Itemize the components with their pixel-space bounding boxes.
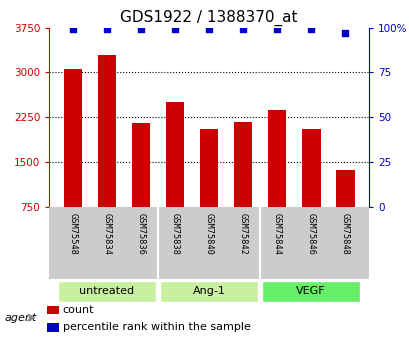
Bar — [165, 102, 184, 207]
Point — [137, 27, 144, 32]
Point — [341, 30, 348, 36]
Text: GSM75842: GSM75842 — [238, 213, 247, 255]
Bar — [47, 323, 58, 332]
Point — [103, 27, 110, 32]
Text: agent: agent — [4, 313, 36, 323]
Bar — [63, 69, 82, 207]
Text: GSM75834: GSM75834 — [102, 213, 111, 255]
Text: GSM75848: GSM75848 — [340, 213, 349, 255]
Bar — [199, 129, 218, 207]
Point — [273, 27, 280, 32]
Bar — [131, 123, 150, 207]
Bar — [301, 129, 320, 207]
Bar — [58, 280, 156, 302]
Bar — [261, 280, 360, 302]
Point — [307, 27, 314, 32]
Bar — [160, 280, 258, 302]
Text: GSM75840: GSM75840 — [204, 213, 213, 255]
Point — [239, 27, 246, 32]
Bar — [233, 122, 252, 207]
Text: count: count — [63, 305, 94, 315]
Text: percentile rank within the sample: percentile rank within the sample — [63, 322, 250, 332]
Text: GSM75838: GSM75838 — [170, 213, 179, 255]
Text: untreated: untreated — [79, 286, 134, 296]
Text: VEGF: VEGF — [296, 286, 325, 296]
Bar — [335, 170, 354, 207]
Text: GSM75836: GSM75836 — [136, 213, 145, 255]
Text: GSM75548: GSM75548 — [68, 213, 77, 255]
Bar — [267, 110, 286, 207]
Point — [205, 27, 212, 32]
Point — [171, 27, 178, 32]
Point — [70, 27, 76, 32]
Bar — [47, 306, 58, 315]
Text: GSM75844: GSM75844 — [272, 213, 281, 255]
Bar — [97, 55, 116, 207]
Text: Ang-1: Ang-1 — [192, 286, 225, 296]
Text: GSM75846: GSM75846 — [306, 213, 315, 255]
Title: GDS1922 / 1388370_at: GDS1922 / 1388370_at — [120, 10, 297, 26]
